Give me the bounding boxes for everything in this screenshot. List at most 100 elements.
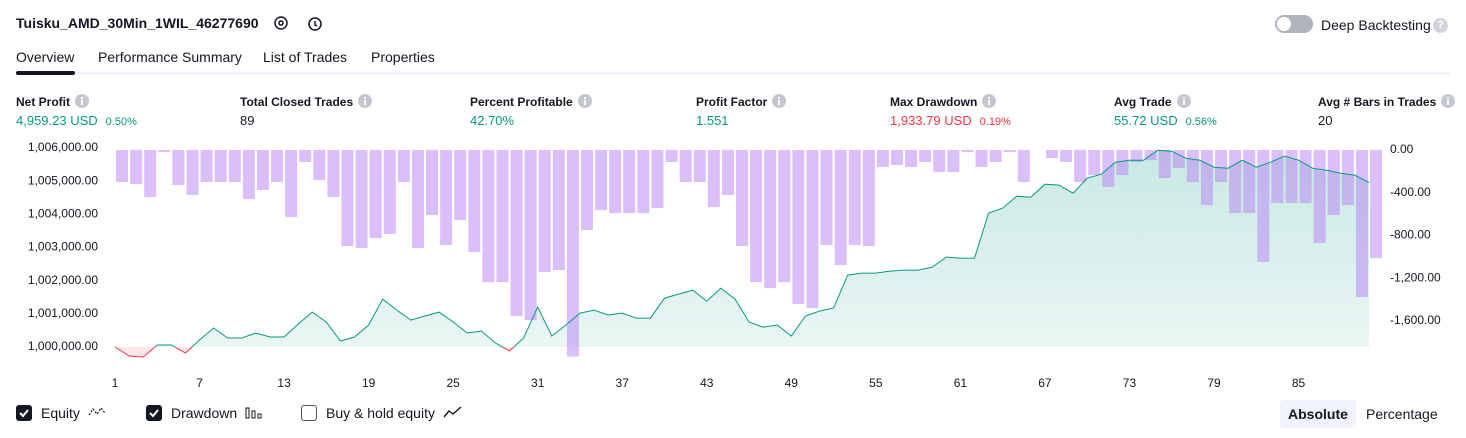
drawdown-bar bbox=[327, 150, 340, 198]
metric-label: Net Profit bbox=[16, 94, 89, 109]
x-tick-label: 31 bbox=[531, 376, 545, 390]
checkbox[interactable] bbox=[146, 405, 162, 421]
metric-value: 1,933.79 USD 0.19% bbox=[890, 113, 1011, 128]
drawdown-bar bbox=[623, 150, 636, 214]
metric-label: Avg Trade bbox=[1114, 94, 1191, 109]
info-icon[interactable] bbox=[1441, 94, 1456, 108]
drawdown-bar bbox=[186, 150, 199, 196]
drawdown-bar bbox=[1215, 150, 1228, 183]
drawdown-bar bbox=[919, 150, 932, 163]
y2-tick-label: -1,200.00 bbox=[1390, 270, 1441, 284]
metric-percent: 0.50% bbox=[105, 116, 137, 128]
equity-chart: 1,000,000.00 1,001,000.00 1,002,000.00 1,00… bbox=[28, 140, 1441, 390]
drawdown-bar bbox=[609, 150, 622, 214]
drawdown-bar bbox=[595, 150, 608, 211]
tab[interactable]: List of Trades bbox=[263, 49, 348, 65]
drawdown-bar bbox=[172, 150, 185, 186]
metric-value: 4,959.23 USD 0.50% bbox=[16, 113, 137, 128]
drawdown-bar bbox=[214, 150, 227, 183]
toggle[interactable] bbox=[1275, 15, 1313, 33]
x-tick-label: 49 bbox=[785, 376, 799, 390]
metric-label-text: Percent Profitable bbox=[470, 95, 573, 109]
drawdown-bar bbox=[566, 150, 579, 357]
strategy-title: Tuisku_AMD_30Min_1WIL_46277690 bbox=[16, 15, 259, 31]
drawdown-bar bbox=[905, 150, 918, 168]
equity-area bbox=[115, 150, 1369, 348]
metric-percent: 0.56% bbox=[1185, 116, 1217, 128]
info-icon[interactable] bbox=[982, 94, 997, 108]
drawdown-bar bbox=[496, 150, 509, 283]
drawdown-bar bbox=[285, 150, 298, 218]
mode-button[interactable]: Absolute bbox=[1280, 400, 1356, 428]
drawdown-bar bbox=[820, 150, 833, 246]
drawdown-bar bbox=[242, 150, 255, 200]
toggle-label: Deep Backtesting bbox=[1321, 17, 1431, 33]
drawdown-bar bbox=[707, 150, 720, 208]
metric-value-text: 4,959.23 USD bbox=[16, 113, 98, 128]
drawdown-bar bbox=[1285, 150, 1298, 204]
metric-label-text: Total Closed Trades bbox=[240, 95, 354, 109]
drawdown-bar bbox=[271, 150, 284, 183]
drawdown-bar bbox=[975, 150, 988, 168]
metric-value: 1.551 bbox=[696, 113, 729, 128]
metric-label: Percent Profitable bbox=[470, 94, 592, 109]
tab[interactable]: Properties bbox=[371, 49, 435, 65]
legend-item[interactable]: Equity bbox=[16, 405, 108, 423]
info-icon[interactable] bbox=[772, 94, 787, 108]
y-tick-label: 1,001,000.00 bbox=[28, 306, 98, 320]
drawdown-bar bbox=[693, 150, 706, 183]
y-tick-label: 1,003,000.00 bbox=[28, 240, 98, 254]
mode-button[interactable]: Percentage bbox=[1366, 406, 1438, 422]
metric-value: 42.70% bbox=[470, 113, 514, 128]
drawdown-bar bbox=[1130, 150, 1143, 163]
drawdown-bar bbox=[1060, 150, 1073, 163]
tab[interactable]: Performance Summary bbox=[98, 49, 242, 65]
x-tick-label: 55 bbox=[869, 376, 883, 390]
metric-value-text: 55.72 USD bbox=[1114, 113, 1178, 128]
header-icons[interactable] bbox=[272, 14, 326, 34]
drawdown-bar bbox=[468, 150, 481, 253]
info-icon[interactable] bbox=[75, 94, 89, 108]
drawdown-bar bbox=[1257, 150, 1270, 263]
y-tick-label: 1,000,000.00 bbox=[28, 339, 98, 353]
info-icon[interactable] bbox=[358, 94, 373, 108]
y-tick-label: 1,006,000.00 bbox=[28, 140, 98, 154]
info-icon[interactable] bbox=[1176, 94, 1191, 108]
help-icon[interactable]: ? bbox=[1433, 18, 1448, 33]
x-tick-label: 37 bbox=[616, 376, 630, 390]
drawdown-bar bbox=[764, 150, 777, 289]
drawdown-bar bbox=[341, 150, 354, 247]
info-icon[interactable] bbox=[577, 94, 592, 108]
drawdown-bar bbox=[1271, 150, 1284, 204]
drawdown-bar bbox=[299, 150, 312, 163]
x-tick-label: 43 bbox=[700, 376, 714, 390]
x-tick-label: 1 bbox=[112, 376, 119, 390]
tab-selected bbox=[16, 71, 75, 75]
drawdown-bar bbox=[524, 150, 537, 321]
metric-value: 20 bbox=[1318, 113, 1332, 128]
metric-percent: 0.19% bbox=[979, 116, 1011, 128]
drawdown-bar bbox=[116, 150, 129, 183]
drawdown-bar bbox=[383, 150, 396, 235]
legend-item[interactable]: Drawdown bbox=[146, 405, 265, 423]
metric-label-text: Max Drawdown bbox=[890, 95, 978, 109]
drawdown-bar bbox=[933, 150, 946, 173]
metric-label-text: Avg # Bars in Trades bbox=[1318, 95, 1437, 109]
drawdown-bar bbox=[1327, 150, 1340, 215]
legend-item[interactable]: Buy & hold equity bbox=[301, 405, 463, 423]
x-tick-label: 73 bbox=[1123, 376, 1137, 390]
metric-label-text: Net Profit bbox=[16, 95, 70, 109]
tab[interactable]: Overview bbox=[16, 49, 75, 65]
x-tick-label: 13 bbox=[277, 376, 291, 390]
drawdown-bar bbox=[961, 150, 974, 153]
drawdown-bar bbox=[440, 150, 453, 246]
y2-tick-label: -1,600.00 bbox=[1390, 313, 1441, 327]
checkbox[interactable] bbox=[16, 405, 32, 421]
checkbox[interactable] bbox=[301, 405, 317, 421]
drawdown-bar bbox=[538, 150, 551, 273]
drawdown-bar bbox=[200, 150, 213, 183]
drawdown-bar bbox=[1355, 150, 1368, 298]
drawdown-bar bbox=[989, 150, 1002, 163]
drawdown-bar bbox=[1116, 150, 1129, 176]
drawdown-bar bbox=[411, 150, 424, 249]
